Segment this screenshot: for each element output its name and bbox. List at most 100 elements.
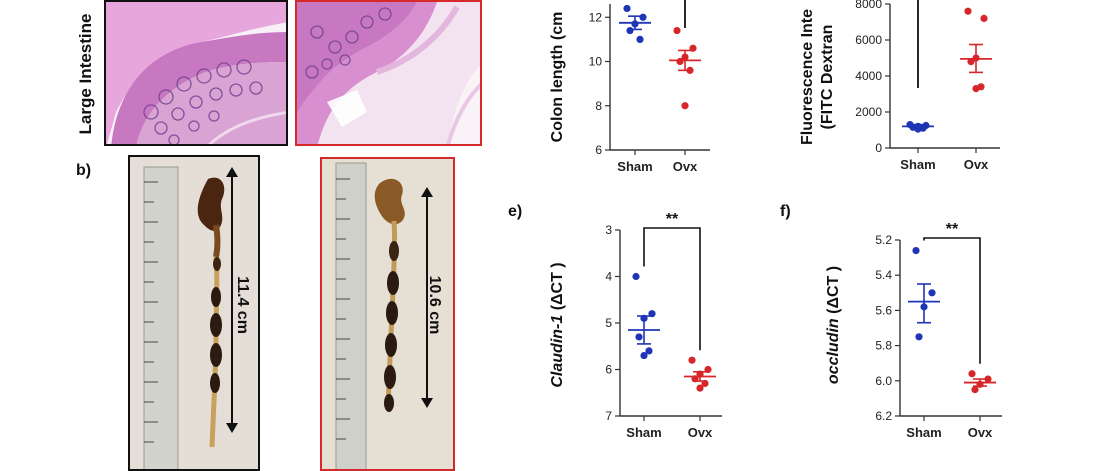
claudin1-data-point xyxy=(696,370,704,378)
occludin-y-label: occludin (ΔCT ) xyxy=(825,266,842,384)
claudin1-significance-label: ** xyxy=(666,211,679,228)
colon_length-y-label: Colon length (cm xyxy=(549,12,566,143)
histology-row-label: Large Intestine xyxy=(72,0,100,148)
occludin-y-tick-label: 5.8 xyxy=(875,339,892,353)
claudin1-y-tick-label: 7 xyxy=(605,409,612,423)
sham-length-label-wrap: 11.4 cm xyxy=(230,265,254,345)
colon_length-x-tick-label: Sham xyxy=(617,159,652,174)
occludin-significance-label: ** xyxy=(946,221,959,238)
ovx-colon-graphic xyxy=(322,159,453,469)
fitc_dextran-data-point xyxy=(980,14,988,22)
fitc_dextran-data-point xyxy=(967,58,975,66)
claudin1-data-point xyxy=(648,310,656,318)
occludin-y-tick-label: 5.2 xyxy=(875,233,892,247)
occludin-y-tick-label: 5.4 xyxy=(875,268,892,282)
occludin-data-point xyxy=(928,289,936,297)
ovx-histology-image xyxy=(295,0,482,146)
fitc_dextran-y-tick-label: 4000 xyxy=(855,69,882,83)
occludin-chart: 5.2 5.4 5.6 5.8 6.0 6.2 Sham Ovx occludin (ΔCT )… xyxy=(825,221,1002,440)
fitc_dextran-y-tick-label: 2000 xyxy=(855,105,882,119)
ovx-length-arrow xyxy=(421,187,433,408)
occludin-data-point xyxy=(976,380,984,388)
occludin-data-point xyxy=(984,375,992,383)
fitc_dextran-y-tick-label: 6000 xyxy=(855,33,882,47)
colon_length-y-tick-label: 6 xyxy=(595,143,602,157)
occludin-y-tick-label: 5.6 xyxy=(875,303,892,317)
colon_length-y-tick-label: 12 xyxy=(589,10,603,24)
claudin1-data-point xyxy=(701,379,709,388)
fitc-dextran-chart: 0 2000 4000 6000 8000 Sham Ovx Fluorescence Int… xyxy=(799,0,1000,172)
sham-colon-graphic xyxy=(130,157,258,469)
occludin-y-label-unit: (ΔCT ) xyxy=(825,266,842,318)
colon-length-chart: 6 8 10 12 Sham Ovx Colon length (cm xyxy=(549,0,710,174)
fitc_dextran-data-point xyxy=(964,7,972,15)
claudin1-data-point xyxy=(640,314,648,322)
colon_length-data-point xyxy=(636,35,644,43)
colon_length-data-point xyxy=(681,102,689,110)
occludin-y-tick-label: 6.0 xyxy=(875,374,892,388)
colon_length-data-point xyxy=(626,26,634,35)
sham-histology-image xyxy=(104,0,288,146)
claudin1-data-point xyxy=(696,384,704,392)
claudin1-data-point xyxy=(640,351,648,360)
colon_length-data-point xyxy=(689,44,697,52)
claudin1-data-point xyxy=(688,356,696,364)
occludin-data-point xyxy=(912,246,920,255)
claudin1-y-label-unit: (ΔCT ) xyxy=(549,262,566,314)
claudin1-x-tick-label: Ovx xyxy=(688,425,713,440)
fitc_dextran-x-tick-label: Ovx xyxy=(964,157,989,172)
sham-colon-photo xyxy=(128,155,260,471)
fitc_dextran-data-point xyxy=(972,85,980,93)
occludin-data-point xyxy=(971,386,979,394)
occludin-data-point xyxy=(968,370,976,378)
claudin1-y-label: Claudin-1 (ΔCT ) xyxy=(549,262,566,387)
colon_length-data-point xyxy=(686,66,694,74)
occludin-y-label-gene: occludin xyxy=(825,318,842,384)
claudin1-y-tick-label: 4 xyxy=(605,270,612,284)
claudin1-data-point xyxy=(704,365,712,374)
claudin1-chart: 3 4 5 6 7 Sham Ovx Claudin-1 (ΔCT ) ** xyxy=(549,211,722,440)
fitc_dextran-x-tick-label: Sham xyxy=(900,157,935,172)
colon_length-data-point xyxy=(639,13,647,21)
fitc_dextran-data-point xyxy=(972,54,980,62)
panel-b-label: b) xyxy=(76,162,92,179)
occludin-x-tick-label: Ovx xyxy=(968,425,993,440)
occludin-data-point xyxy=(920,303,928,311)
claudin1-data-point xyxy=(632,272,640,281)
claudin1-data-point xyxy=(691,375,699,383)
colon_length-data-point xyxy=(673,26,681,35)
ovx-he-stain-graphic xyxy=(297,2,480,144)
claudin1-y-tick-label: 5 xyxy=(605,316,612,330)
fitc_dextran-y-tick-label: 8000 xyxy=(855,0,882,11)
ovx-length-label: 10.6 cm xyxy=(426,275,443,335)
claudin1-y-label-gene: Claudin-1 xyxy=(549,315,566,388)
colon_length-data-point xyxy=(681,53,689,61)
colon_length-data-point xyxy=(676,57,684,66)
occludin-y-tick-label: 6.2 xyxy=(875,409,892,423)
claudin1-data-point xyxy=(645,347,653,355)
claudin1-x-tick-label: Sham xyxy=(626,425,661,440)
colon_length-y-tick-label: 10 xyxy=(589,55,603,69)
fitc_dextran-data-point xyxy=(914,125,922,133)
claudin1-significance-bracket xyxy=(643,227,701,351)
fitc_dextran-y-tick-label: 0 xyxy=(875,141,882,155)
sham-length-label: 11.4 cm xyxy=(234,276,251,334)
sham-length-arrow xyxy=(226,167,238,433)
claudin1-y-tick-label: 6 xyxy=(605,363,612,377)
sham-he-stain-graphic xyxy=(106,2,286,144)
panel-f-label: f) xyxy=(780,203,791,220)
fitc_dextran-y-label: Fluorescence Inte (FITC Dextran xyxy=(799,9,836,145)
fitc_dextran-y-label-line1: Fluorescence Inte xyxy=(799,9,816,145)
fitc_dextran-y-label-line2: (FITC Dextran xyxy=(819,25,836,130)
ovx-length-label-wrap: 10.6 cm xyxy=(422,265,446,345)
colon_length-x-tick-label: Ovx xyxy=(673,159,698,174)
ovx-colon-photo xyxy=(320,157,455,471)
claudin1-y-tick-label: 3 xyxy=(605,223,612,237)
panel-e-label: e) xyxy=(508,203,523,220)
large-intestine-label: Large Intestine xyxy=(76,13,95,135)
occludin-significance-bracket xyxy=(923,237,981,364)
colon_length-data-point xyxy=(631,20,639,28)
colon_length-y-tick-label: 8 xyxy=(595,99,602,113)
occludin-x-tick-label: Sham xyxy=(906,425,941,440)
occludin-data-point xyxy=(915,333,923,341)
